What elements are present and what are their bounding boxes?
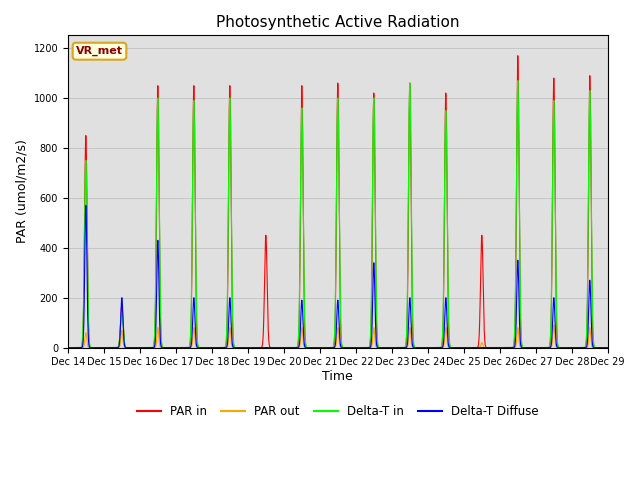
Delta-T in [318,345,326,350]
PAR out [244,345,252,350]
Delta-T Diffuse [604,345,611,350]
Delta-T Diffuse [64,345,72,350]
PAR out [429,345,436,350]
Delta-T Diffuse [604,345,612,350]
Delta-T in [64,345,72,350]
Delta-T Diffuse [161,345,169,350]
Line: Delta-T Diffuse: Delta-T Diffuse [68,205,608,348]
Delta-T Diffuse [429,345,437,350]
PAR out [161,345,169,350]
PAR out [550,322,557,328]
Delta-T in [514,78,522,84]
Delta-T in [161,345,169,350]
PAR in [604,345,611,350]
Delta-T Diffuse [459,345,467,350]
PAR in [604,345,612,350]
PAR in [459,345,467,350]
Delta-T in [490,345,497,350]
Line: PAR out: PAR out [68,325,608,348]
Delta-T Diffuse [244,345,252,350]
Y-axis label: PAR (umol/m2/s): PAR (umol/m2/s) [15,140,28,243]
Text: VR_met: VR_met [76,46,123,56]
Delta-T in [604,345,611,350]
Delta-T in [459,345,467,350]
PAR out [604,345,611,350]
PAR in [100,345,108,350]
PAR out [459,345,467,350]
PAR out [490,345,497,350]
PAR in [429,345,436,350]
Title: Photosynthetic Active Radiation: Photosynthetic Active Radiation [216,15,460,30]
Delta-T Diffuse [318,345,326,350]
PAR in [490,345,497,350]
Line: PAR in: PAR in [68,56,608,348]
X-axis label: Time: Time [323,370,353,383]
PAR in [64,345,72,350]
Line: Delta-T in: Delta-T in [68,81,608,348]
PAR in [318,345,326,350]
Delta-T in [604,345,612,350]
PAR out [64,345,72,350]
PAR out [604,345,612,350]
Delta-T Diffuse [82,203,90,208]
PAR in [161,345,169,350]
Delta-T in [429,345,436,350]
PAR out [318,345,326,350]
Delta-T Diffuse [490,345,497,350]
Legend: PAR in, PAR out, Delta-T in, Delta-T Diffuse: PAR in, PAR out, Delta-T in, Delta-T Dif… [132,400,543,423]
PAR in [514,53,522,59]
Delta-T in [244,345,252,350]
